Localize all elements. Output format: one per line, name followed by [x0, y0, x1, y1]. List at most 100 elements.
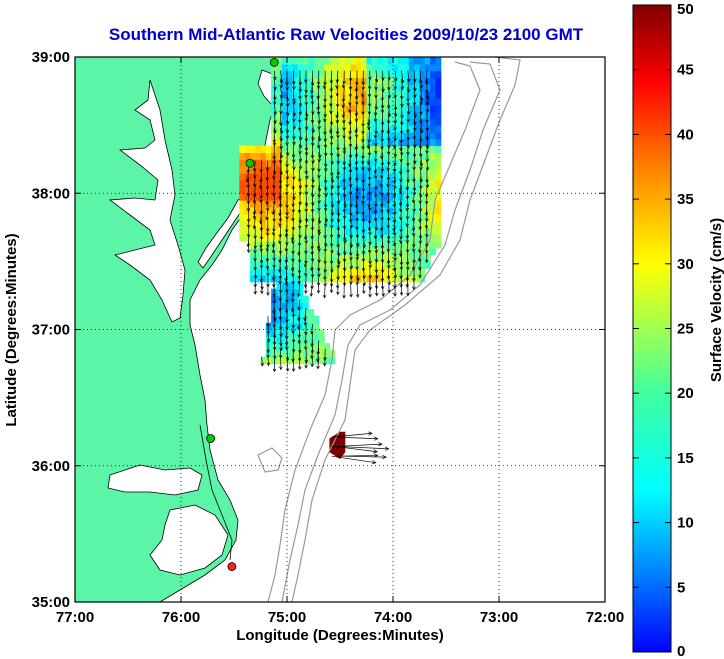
velocity-arrow-head: [413, 94, 417, 98]
velocity-arrow-head: [374, 285, 379, 290]
velocity-arrow-head: [265, 232, 270, 237]
velocity-cell: [419, 193, 426, 201]
velocity-arrow-head: [342, 135, 346, 139]
velocity-cell: [382, 172, 389, 181]
velocity-arrow: [336, 446, 378, 453]
pamlico-sound: [149, 504, 229, 576]
velocity-cell: [313, 70, 320, 79]
velocity-cell: [276, 77, 283, 85]
velocity-cell: [424, 261, 431, 269]
velocity-arrow-head: [387, 145, 391, 149]
velocity-arrow-head: [316, 106, 320, 111]
velocity-arrow-head: [342, 162, 346, 166]
velocity-cell: [350, 159, 357, 167]
velocity-arrow: [318, 209, 321, 224]
velocity-arrow-head: [253, 245, 258, 250]
velocity-arrow-head: [419, 153, 423, 158]
velocity-arrow: [350, 225, 352, 239]
velocity-arrow: [280, 144, 282, 158]
velocity-arrow-head: [387, 161, 391, 166]
velocity-cell: [350, 193, 357, 201]
velocity-cell: [318, 268, 325, 276]
velocity-arrow-head: [266, 349, 270, 354]
velocity-arrow-head: [348, 136, 352, 141]
velocity-arrow-head: [373, 194, 378, 199]
velocity-arrow-head: [272, 324, 276, 329]
velocity-arrow-head: [373, 210, 378, 215]
velocity-cell: [249, 275, 256, 283]
velocity-arrow-head: [380, 97, 385, 102]
velocity-arrow-head: [272, 101, 277, 106]
velocity-cell: [276, 166, 283, 174]
velocity-arrow-head: [272, 139, 276, 144]
velocity-cell: [371, 111, 378, 119]
velocity-cell: [297, 152, 304, 160]
velocity-arrow: [400, 168, 402, 182]
velocity-arrow-head: [380, 259, 385, 264]
velocity-arrow-head: [305, 218, 309, 223]
velocity-arrow-head: [354, 167, 359, 171]
velocity-cell: [239, 227, 246, 235]
radar-station-marker: [227, 562, 237, 571]
velocity-cell: [387, 268, 394, 276]
velocity-arrow-head: [323, 223, 328, 228]
velocity-cell: [387, 63, 394, 72]
velocity-arrow-head: [392, 219, 397, 224]
velocity-cell: [408, 97, 415, 106]
velocity-cell: [313, 125, 320, 133]
velocity-arrow-head: [316, 282, 321, 287]
colorbar-tick-label: 10: [677, 515, 694, 532]
velocity-arrow-head: [405, 207, 410, 212]
velocity-cell: [329, 275, 336, 283]
velocity-arrow-head: [411, 218, 416, 222]
velocity-arrow-head: [298, 350, 302, 354]
velocity-arrow-head: [406, 98, 410, 103]
velocity-cell: [408, 193, 415, 201]
velocity-arrow-head: [303, 317, 307, 322]
velocity-arrow-head: [399, 208, 403, 213]
colorbar-gradient: [632, 4, 672, 653]
velocity-cell: [350, 247, 357, 256]
velocity-arrow-head: [279, 333, 283, 338]
velocity-arrow-head: [373, 135, 378, 139]
velocity-arrow-head: [285, 135, 290, 140]
velocity-arrow-head: [278, 223, 282, 228]
velocity-cell: [287, 227, 293, 235]
velocity-arrow-head: [304, 160, 309, 165]
velocity-arrow-head: [393, 162, 397, 167]
velocity-cell: [281, 281, 288, 290]
velocity-arrow-head: [271, 211, 276, 216]
velocity-arrow: [273, 348, 276, 359]
velocity-cell: [414, 268, 421, 276]
velocity-arrow-head: [303, 340, 308, 344]
velocity-cell: [334, 227, 341, 235]
velocity-arrow-head: [361, 86, 365, 91]
velocity-cell: [276, 91, 283, 99]
velocity-arrow-head: [311, 111, 315, 115]
velocity-cell: [435, 193, 442, 201]
velocity-cell: [297, 166, 304, 174]
velocity-cell: [334, 186, 341, 194]
velocity-arrow-head: [317, 126, 321, 130]
velocity-cell: [430, 57, 436, 65]
velocity-arrow-head: [323, 260, 327, 265]
velocity-cell: [265, 275, 272, 283]
velocity-arrow-head: [348, 93, 353, 98]
velocity-cell: [260, 356, 267, 365]
velocity-cell: [393, 91, 399, 99]
velocity-cell: [435, 111, 442, 119]
velocity-arrow: [342, 455, 387, 458]
velocity-cell: [297, 104, 304, 113]
velocity-arrow-head: [400, 79, 405, 84]
velocity-arrow-head: [291, 273, 295, 277]
velocity-arrow-head: [399, 240, 403, 244]
velocity-cell: [297, 247, 304, 256]
velocity-cell: [382, 166, 389, 174]
velocity-arrow-head: [273, 96, 277, 101]
velocity-cell: [308, 145, 315, 153]
velocity-cell: [403, 227, 410, 235]
velocity-arrow-head: [265, 248, 270, 252]
velocity-arrow-head: [424, 201, 429, 205]
velocity-arrow-head: [317, 220, 322, 225]
velocity-cell: [287, 200, 293, 208]
